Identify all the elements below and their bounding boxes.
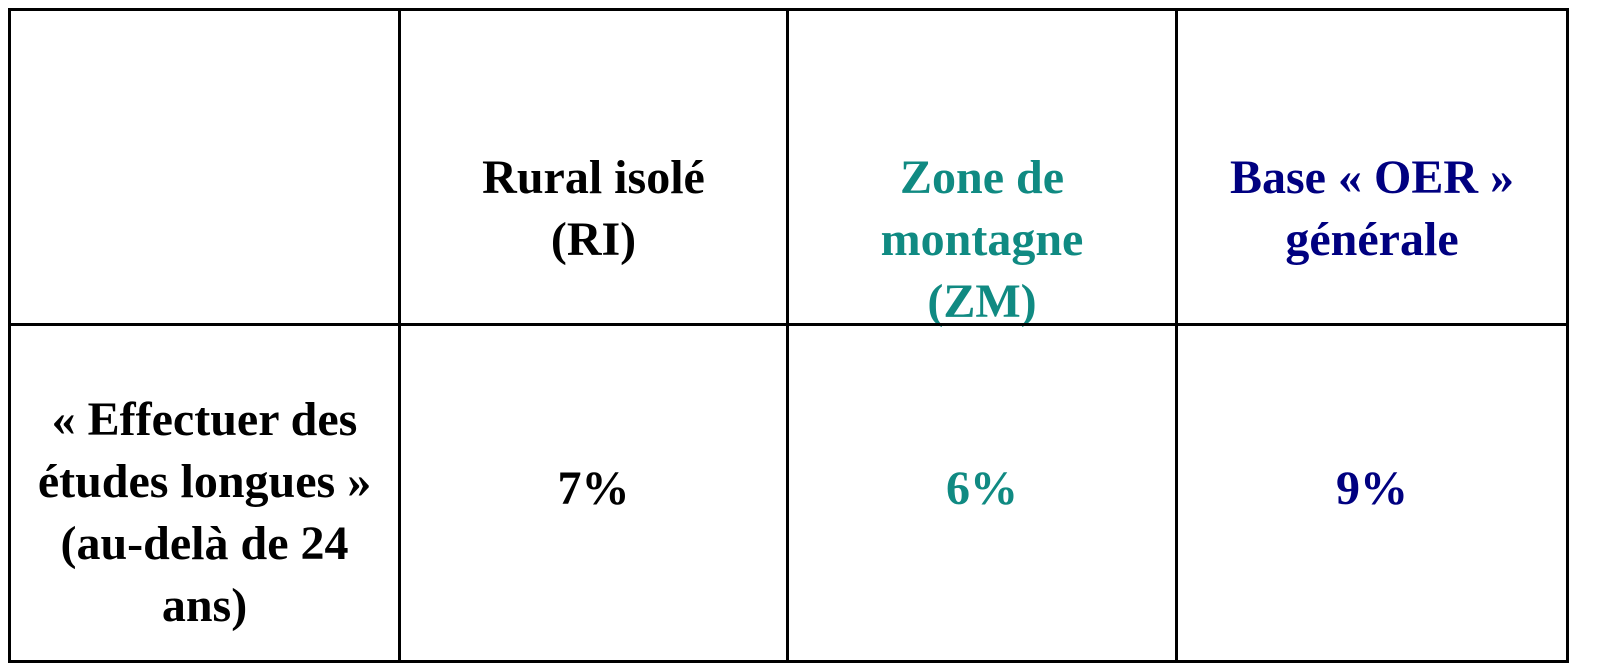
row-label-cell: « Effectuer des études longues » (au-del… [8,323,401,663]
header-text: Rural isolé (RI) [482,151,705,266]
value: 9% [1336,462,1408,515]
value: 7% [557,462,630,515]
value-cell: 6% [786,323,1178,663]
value: 6% [946,462,1018,515]
corner-cell [8,8,401,326]
header-cell: Rural isolé (RI) [398,8,789,326]
value-cell: 9% [1175,323,1569,663]
row-label: « Effectuer des études longues » (au-del… [37,393,372,632]
header-text: Base « OER » générale [1229,151,1514,266]
value-cell: 7% [398,323,789,663]
header-cell: Base « OER » générale [1175,8,1569,326]
header-cell: Zone de montagne (ZM) [786,8,1178,328]
header-text: Zone de montagne (ZM) [880,151,1084,328]
